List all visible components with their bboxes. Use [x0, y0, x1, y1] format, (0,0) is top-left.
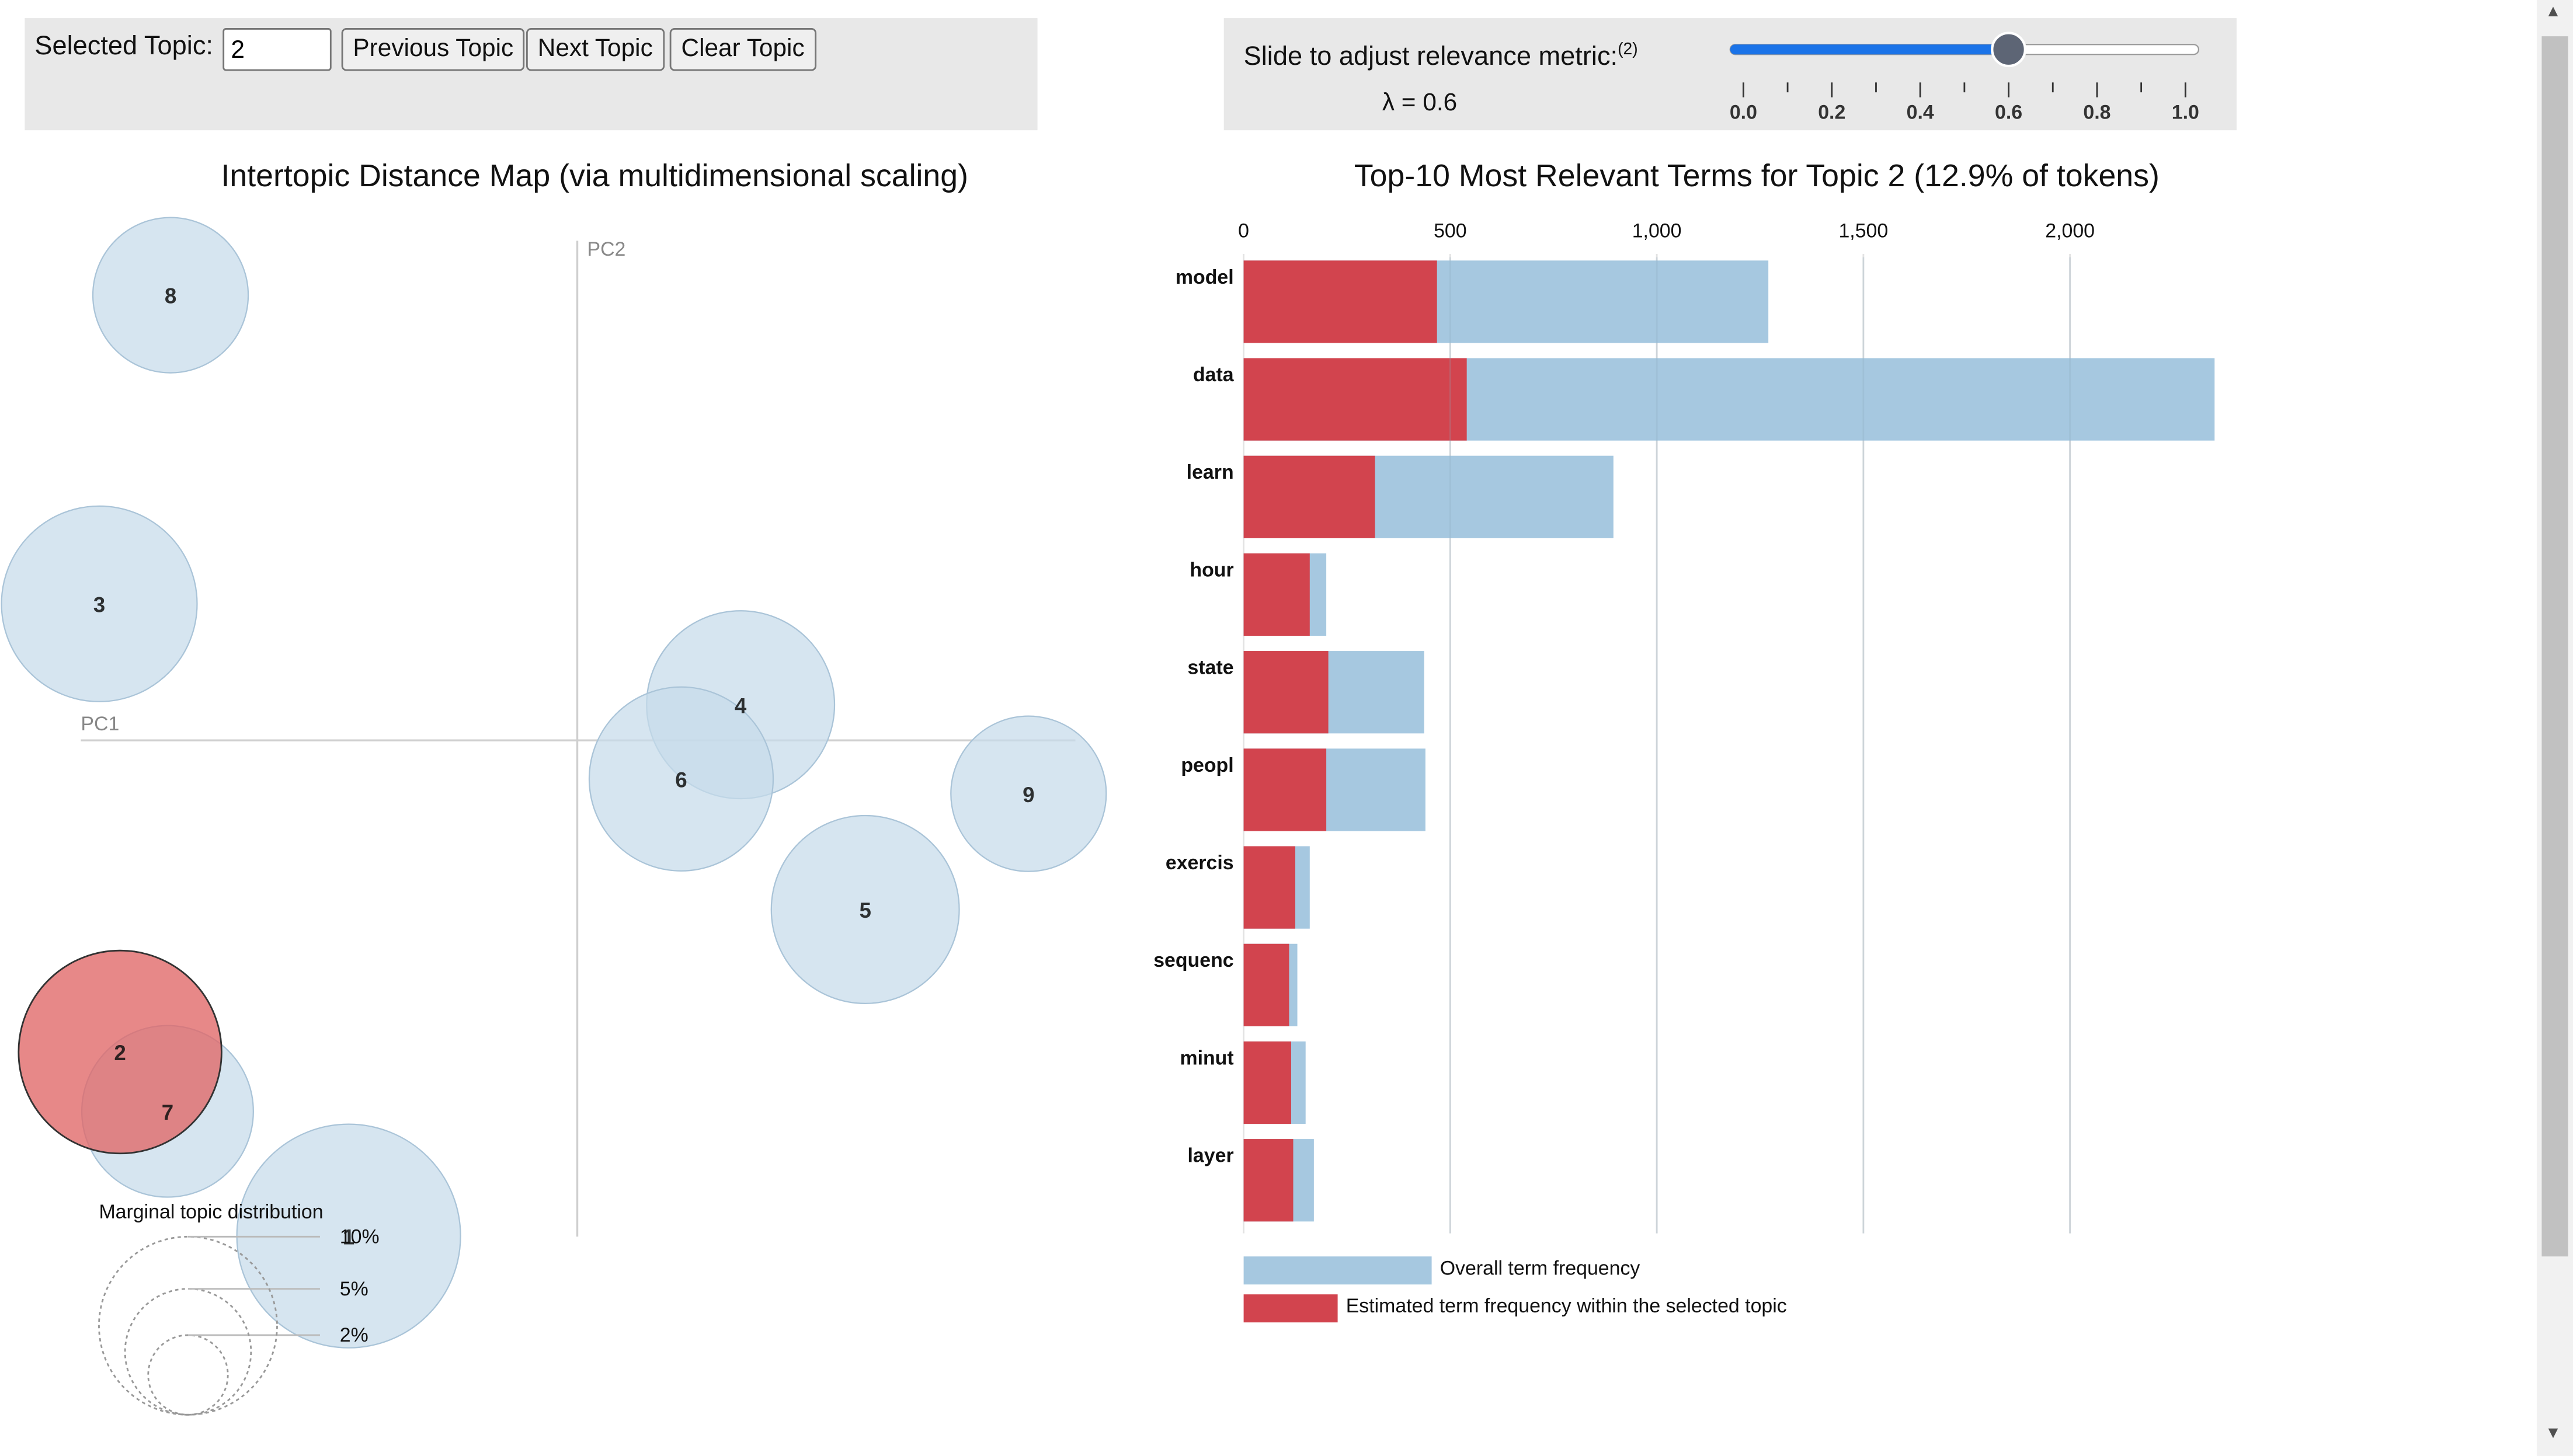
scroll-down-icon[interactable]: ▼	[2545, 1424, 2562, 1443]
term-label-minut: minut	[1180, 1047, 1233, 1069]
topic-bar-sequenc	[1243, 943, 1289, 1026]
slider-tick-label: 1.0	[2172, 101, 2199, 123]
marginal-legend-label: 10%	[340, 1226, 380, 1248]
topic-bar-minut	[1243, 1041, 1291, 1124]
term-label-hour: hour	[1190, 559, 1233, 581]
x-tick-label: 0	[1238, 220, 1249, 242]
lambda-value-text: λ = 0.6	[1382, 89, 1458, 117]
topic-bar-exercis	[1243, 846, 1296, 929]
term-bar-chart: 0 500 1,000 1,500 2,000 model data learn hour sta…	[1153, 220, 2215, 1323]
scroll-up-icon[interactable]: ▲	[2545, 3, 2562, 22]
legend-swatch-topic	[1243, 1294, 1338, 1323]
relevance-slider[interactable]: 0.0 0.2 0.4 0.6 0.8 1.0	[1715, 23, 2227, 126]
legend-swatch-overall	[1243, 1256, 1432, 1285]
topic-label-3: 3	[93, 593, 105, 616]
page-scrollbar[interactable]: ▲ ▼	[2536, 0, 2573, 1456]
slider-knob	[1991, 32, 2026, 68]
marginal-legend-label: 5%	[340, 1278, 368, 1300]
slider-label: Slide to adjust relevance metric:(2)	[1243, 41, 1638, 72]
topic-circle-8	[92, 217, 249, 374]
legend-label-overall: Overall term frequency	[1440, 1257, 1640, 1279]
slider-tick-label: 0.4	[1907, 101, 1934, 123]
pc2-axis-label: PC2	[587, 238, 625, 260]
term-label-state: state	[1188, 657, 1234, 679]
x-tick-label: 1,000	[1632, 220, 1682, 242]
x-tick-label: 1,500	[1838, 220, 1888, 242]
selected-topic-input[interactable]	[222, 28, 332, 71]
topic-circle-9	[950, 715, 1107, 872]
topic-bar-data	[1243, 358, 1467, 441]
topic-label-6: 6	[675, 768, 687, 792]
topic-label-8: 8	[165, 284, 176, 308]
topic-label-9: 9	[1023, 783, 1034, 807]
legend-label-topic: Estimated term frequency within the sele…	[1346, 1295, 1787, 1317]
term-label-peopl: peopl	[1181, 754, 1233, 776]
topic-bar-state	[1243, 651, 1329, 734]
intertopic-map-title: Intertopic Distance Map (via multidimens…	[221, 159, 969, 195]
relevance-control-panel	[1223, 18, 2237, 131]
previous-topic-button[interactable]: Previous Topic	[341, 28, 525, 71]
intertopic-distance-map: PC2 PC1 1 2 3 4 5 6 7 8 9 Marginal topic distributi…	[1, 217, 1107, 1416]
slider-tick-label: 0.2	[1818, 101, 1845, 123]
topic-label-4: 4	[735, 694, 747, 717]
marginal-legend-title: Marginal topic distribution	[99, 1201, 323, 1223]
topic-circle-2	[18, 949, 222, 1155]
topic-circle-5	[770, 814, 960, 1004]
topic-bar-learn	[1243, 455, 1375, 538]
marginal-legend-circle	[147, 1334, 229, 1416]
topic-label-2: 2	[114, 1041, 126, 1065]
next-topic-button[interactable]: Next Topic	[526, 28, 665, 71]
slider-tick-label: 0.8	[2083, 101, 2110, 123]
topic-bar-peopl	[1243, 748, 1327, 831]
x-tick-label: 2,000	[2045, 220, 2095, 242]
topic-bar-hour	[1243, 553, 1310, 636]
topic-label-7: 7	[162, 1100, 173, 1124]
marginal-legend-circle	[124, 1288, 252, 1416]
bar-chart-title: Top-10 Most Relevant Terms for Topic 2 (…	[1354, 159, 2160, 195]
topic-label-1: 1	[343, 1225, 354, 1249]
slider-tick-label: 0.6	[1995, 101, 2022, 123]
clear-topic-button[interactable]: Clear Topic	[669, 28, 816, 71]
term-label-layer: layer	[1188, 1145, 1234, 1167]
term-label-learn: learn	[1187, 461, 1234, 483]
selected-topic-label: Selected Topic:	[34, 33, 213, 61]
scroll-thumb[interactable]	[2541, 36, 2568, 1257]
slider-tick-label: 0.0	[1730, 101, 1757, 123]
slider-fill	[1730, 44, 2009, 55]
term-label-sequenc: sequenc	[1153, 949, 1233, 971]
term-label-model: model	[1176, 266, 1234, 288]
marginal-legend-label: 2%	[340, 1324, 368, 1346]
term-label-data: data	[1193, 364, 1235, 386]
x-tick-label: 500	[1434, 220, 1467, 242]
topic-circle-6	[588, 686, 774, 872]
topic-label-5: 5	[859, 898, 871, 922]
marginal-legend-circle	[98, 1235, 278, 1416]
topic-circle-3	[1, 505, 198, 702]
term-label-exercis: exercis	[1166, 852, 1234, 874]
topic-bar-layer	[1243, 1139, 1294, 1222]
topic-bar-model	[1243, 260, 1437, 343]
pc1-axis-label: PC1	[81, 713, 119, 735]
